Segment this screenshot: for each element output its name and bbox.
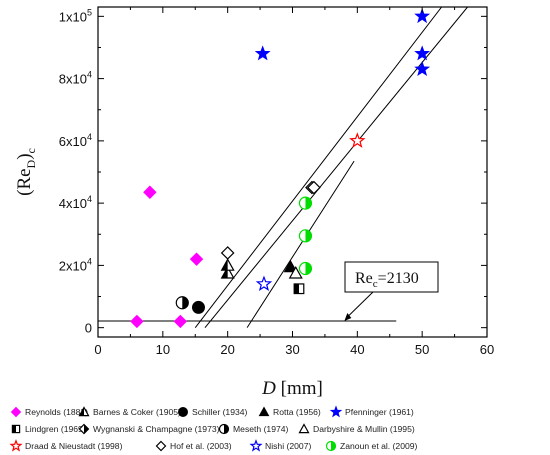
axes: 0 10 20 30 40 50 60 0 2x104 4x104 6x104 8x104 1x105 D… <box>14 6 494 399</box>
legend-entry: Pfenninger (1961) <box>345 407 414 417</box>
data-point <box>288 265 303 279</box>
legend-marker <box>298 423 310 434</box>
line-fit-3 <box>246 160 355 328</box>
data-point <box>349 132 366 148</box>
legend-entry: Darbyshire & Mullin (1995) <box>313 424 415 434</box>
y-tick-label: 4x104 <box>59 194 92 211</box>
legend-entry: Schiller (1934) <box>192 407 248 417</box>
data-point <box>298 196 313 210</box>
data-point <box>220 246 235 260</box>
x-tick-label: 20 <box>220 342 234 357</box>
legend-entry: Draad & Nieustadt (1998) <box>25 441 123 451</box>
data-point <box>173 314 188 329</box>
data-point <box>130 314 144 329</box>
fit-lines <box>98 7 468 328</box>
legend-entry: Reynolds (1883) <box>25 407 88 417</box>
data-point <box>175 296 189 310</box>
legend-entry: Lindgren (1969) <box>25 424 86 434</box>
line-fit-2 <box>204 7 468 328</box>
annotation-arrow <box>346 291 374 319</box>
legend-entry: Wygnanski & Champagne (1973) <box>93 424 220 434</box>
data-point <box>414 60 431 77</box>
legend-marker <box>258 406 270 417</box>
x-tick-label: 60 <box>480 342 494 357</box>
data-point <box>298 261 313 276</box>
y-tick-label: 6x104 <box>59 132 92 149</box>
data-point <box>298 229 313 243</box>
x-tick-label: 30 <box>285 342 299 357</box>
data-point <box>191 300 205 314</box>
y-tick-label: 1x105 <box>59 7 92 24</box>
legend-marker <box>249 439 263 452</box>
y-tick-label: 8x104 <box>59 70 92 87</box>
legend-marker <box>10 406 22 418</box>
legend-marker <box>78 406 90 417</box>
data-point <box>293 283 305 295</box>
data-points <box>130 8 431 329</box>
legend-marker <box>329 405 343 418</box>
legend-marker <box>325 440 337 452</box>
annotation: Rec=2130 <box>344 261 439 322</box>
legend-marker <box>178 407 188 417</box>
legend-entry: Barnes & Coker (1905) <box>93 407 181 417</box>
legend-marker <box>11 424 21 434</box>
legend-entry: Meseth (1974) <box>233 424 289 434</box>
annotation-arrowhead <box>344 313 352 322</box>
annotation-box <box>344 261 439 293</box>
data-point <box>254 45 271 61</box>
data-point <box>143 185 157 199</box>
data-point <box>220 258 235 271</box>
data-point <box>283 259 298 273</box>
y-axis-title: (ReD)c <box>14 148 38 196</box>
x-axis-title: D [mm] <box>261 378 323 399</box>
x-tick-label: 10 <box>156 342 170 357</box>
legend-entry: Rotta (1956) <box>273 407 321 417</box>
legend-entry: Hof et al. (2003) <box>170 441 232 451</box>
legend-marker <box>218 423 230 435</box>
x-tick-label: 40 <box>350 342 364 357</box>
data-point <box>189 252 204 266</box>
data-point <box>414 45 431 61</box>
y-tick-label: 2x104 <box>59 256 92 273</box>
legend-entry: Nishi (2007) <box>265 441 311 451</box>
data-point <box>255 275 273 292</box>
data-point <box>307 180 321 195</box>
x-tick-label: 0 <box>94 342 101 357</box>
y-tick-label: 0 <box>85 321 92 336</box>
annotation-text: Rec=2130 <box>355 270 419 290</box>
legend-entry: Zanoun et al. (2009) <box>340 441 418 451</box>
legend-marker <box>155 440 167 452</box>
legend: Reynolds (1883) Barnes & Coker (1905) Schi… <box>9 405 418 452</box>
legend-marker <box>9 439 23 452</box>
x-tick-label: 50 <box>415 342 429 357</box>
line-fit-1 <box>194 7 443 328</box>
data-point <box>414 8 431 24</box>
legend-marker <box>78 423 90 435</box>
